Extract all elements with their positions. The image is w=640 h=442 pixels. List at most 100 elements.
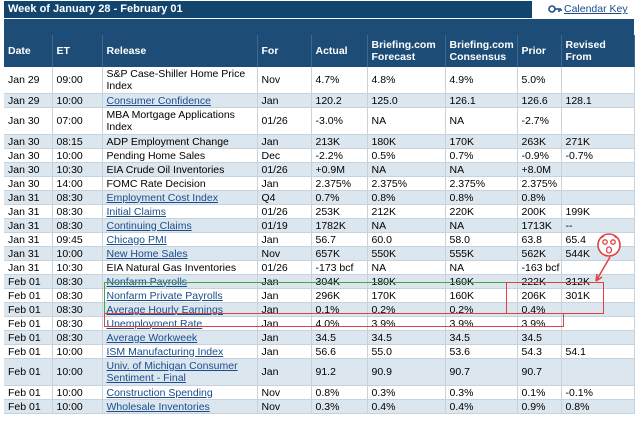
cell-revised: 54.1 bbox=[561, 344, 635, 359]
cell-et: 08:30 bbox=[52, 190, 103, 205]
release-link[interactable]: Average Hourly Earnings bbox=[106, 303, 224, 316]
release-link[interactable]: Employment Cost Index bbox=[106, 191, 218, 204]
release-link[interactable]: Initial Claims bbox=[106, 205, 167, 218]
key-icon[interactable] bbox=[548, 3, 562, 15]
release-link[interactable]: ISM Manufacturing Index bbox=[106, 345, 224, 358]
cell-for: Jan bbox=[257, 358, 312, 386]
cell-revised: -0.7% bbox=[561, 148, 635, 163]
cell-prior: 0.1% bbox=[517, 385, 562, 400]
release-label: EIA Natural Gas Inventories bbox=[106, 261, 237, 274]
release-link[interactable]: Wholesale Inventories bbox=[106, 400, 210, 413]
cell-et: 10:00 bbox=[52, 148, 103, 163]
cell-revised bbox=[561, 176, 635, 191]
cell-forecast: 4.8% bbox=[367, 67, 446, 94]
cell-release: ADP Employment Change bbox=[102, 134, 258, 149]
cell-et: 08:30 bbox=[52, 274, 103, 289]
cell-revised bbox=[561, 190, 635, 205]
table-row: Jan 30 10:00 Pending Home Sales Dec -2.2% 0.5… bbox=[4, 148, 635, 163]
cell-actual: 91.2 bbox=[311, 358, 368, 386]
cell-consensus: 2.375% bbox=[445, 176, 518, 191]
cell-for: Jan bbox=[257, 134, 312, 149]
cell-for: Jan bbox=[257, 330, 312, 345]
column-header-actual: Actual bbox=[311, 35, 368, 67]
cell-for: Jan bbox=[257, 302, 312, 317]
cell-prior: 63.8 bbox=[517, 232, 562, 247]
cell-et: 08:30 bbox=[52, 218, 103, 233]
cell-for: 01/26 bbox=[257, 204, 312, 219]
cell-actual: -3.0% bbox=[311, 107, 368, 135]
cell-release: EIA Natural Gas Inventories bbox=[102, 260, 258, 275]
cell-forecast: 55.0 bbox=[367, 344, 446, 359]
cell-actual: 34.5 bbox=[311, 330, 368, 345]
release-link[interactable]: Construction Spending bbox=[106, 386, 213, 399]
column-header-date: Date bbox=[4, 35, 53, 67]
release-link[interactable]: New Home Sales bbox=[106, 247, 188, 260]
cell-date: Feb 01 bbox=[4, 399, 53, 414]
cell-et: 08:30 bbox=[52, 302, 103, 317]
release-link[interactable]: Chicago PMI bbox=[106, 233, 167, 246]
cell-for: Jan bbox=[257, 288, 312, 303]
cell-release: Initial Claims bbox=[102, 204, 258, 219]
cell-date: Jan 29 bbox=[4, 67, 53, 94]
cell-revised: -0.1% bbox=[561, 385, 635, 400]
release-link[interactable]: Average Workweek bbox=[106, 331, 198, 344]
release-link[interactable]: Univ. of Michigan Consumer Sentiment - F… bbox=[106, 360, 238, 384]
cell-revised: 301K bbox=[561, 288, 635, 303]
cell-actual: 296K bbox=[311, 288, 368, 303]
table-row: Feb 01 08:30 Average Hourly Earnings Jan 0.1… bbox=[4, 302, 635, 317]
cell-forecast: 180K bbox=[367, 134, 446, 149]
cell-for: Q4 bbox=[257, 190, 312, 205]
cell-for: Nov bbox=[257, 385, 312, 400]
cell-forecast: NA bbox=[367, 107, 446, 135]
cell-prior: 206K bbox=[517, 288, 562, 303]
cell-revised: 271K bbox=[561, 134, 635, 149]
release-label: S&P Case-Shiller Home Price Index bbox=[106, 68, 246, 92]
cell-consensus: NA bbox=[445, 260, 518, 275]
cell-forecast: 60.0 bbox=[367, 232, 446, 247]
cell-forecast: 0.5% bbox=[367, 148, 446, 163]
cell-release: Unemployment Rate bbox=[102, 316, 258, 331]
cell-revised bbox=[561, 67, 635, 94]
cell-consensus: 0.4% bbox=[445, 399, 518, 414]
shocked-face-icon bbox=[597, 233, 621, 257]
release-link[interactable]: Consumer Confidence bbox=[106, 94, 211, 107]
cell-date: Jan 31 bbox=[4, 204, 53, 219]
cell-consensus: 3.9% bbox=[445, 316, 518, 331]
calendar-key-link[interactable]: Calendar Key bbox=[564, 3, 628, 15]
cell-et: 14:00 bbox=[52, 176, 103, 191]
cell-date: Jan 31 bbox=[4, 232, 53, 247]
cell-date: Jan 31 bbox=[4, 190, 53, 205]
cell-revised bbox=[561, 107, 635, 135]
table-row: Feb 01 10:00 Univ. of Michigan Consumer Se… bbox=[4, 358, 635, 386]
release-link[interactable]: Continuing Claims bbox=[106, 219, 192, 232]
cell-forecast: NA bbox=[367, 260, 446, 275]
release-link[interactable]: Nonfarm Private Payrolls bbox=[106, 289, 223, 302]
cell-consensus: NA bbox=[445, 218, 518, 233]
cell-release: Nonfarm Payrolls bbox=[102, 274, 258, 289]
cell-consensus: 555K bbox=[445, 246, 518, 261]
cell-revised: 312K bbox=[561, 274, 635, 289]
cell-date: Jan 31 bbox=[4, 246, 53, 261]
cell-actual: 657K bbox=[311, 246, 368, 261]
cell-prior: -0.9% bbox=[517, 148, 562, 163]
cell-date: Feb 01 bbox=[4, 316, 53, 331]
cell-forecast: 0.4% bbox=[367, 399, 446, 414]
table-row: Feb 01 08:30 Average Workweek Jan 34.5 34.5 34… bbox=[4, 330, 635, 345]
release-link[interactable]: Unemployment Rate bbox=[106, 317, 203, 330]
cell-release: EIA Crude Oil Inventories bbox=[102, 162, 258, 177]
cell-forecast: 180K bbox=[367, 274, 446, 289]
table-row: Feb 01 10:00 Construction Spending Nov 0.8% 0… bbox=[4, 385, 635, 400]
cell-date: Feb 01 bbox=[4, 288, 53, 303]
cell-forecast: 0.8% bbox=[367, 190, 446, 205]
cell-date: Jan 30 bbox=[4, 134, 53, 149]
release-link[interactable]: Nonfarm Payrolls bbox=[106, 275, 188, 288]
cell-for: Nov bbox=[257, 246, 312, 261]
cell-prior: 200K bbox=[517, 204, 562, 219]
table-row: Jan 31 08:30 Employment Cost Index Q4 0.7% 0.… bbox=[4, 190, 635, 205]
table-row: Jan 31 10:30 EIA Natural Gas Inventories 01… bbox=[4, 260, 635, 275]
cell-release: Continuing Claims bbox=[102, 218, 258, 233]
release-label: EIA Crude Oil Inventories bbox=[106, 163, 225, 176]
column-header-revised: Revised From bbox=[561, 35, 635, 67]
cell-actual: 0.7% bbox=[311, 190, 368, 205]
cell-for: Jan bbox=[257, 93, 312, 108]
